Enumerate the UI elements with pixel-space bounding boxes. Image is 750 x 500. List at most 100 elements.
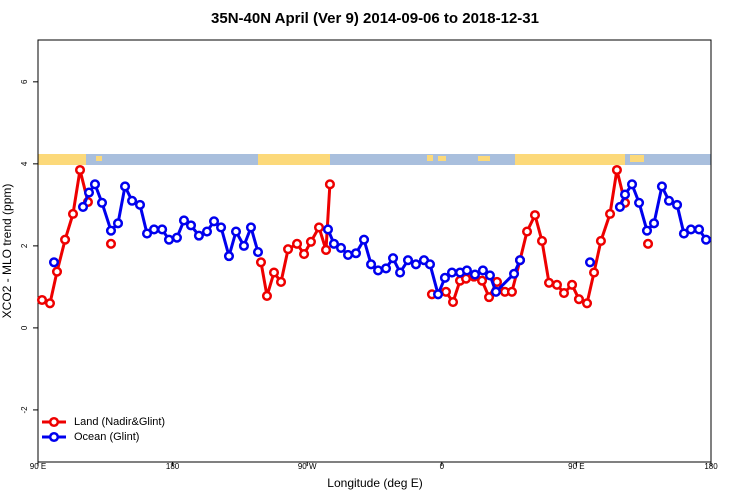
data-point <box>291 238 303 249</box>
data-point <box>558 287 570 299</box>
data-point <box>573 294 584 305</box>
data-point <box>439 272 450 283</box>
data-point <box>588 267 600 278</box>
data-point <box>127 195 138 206</box>
y-tick-label: 6 <box>20 79 29 84</box>
legend-marker <box>48 416 60 428</box>
data-point <box>178 215 190 226</box>
data-point <box>358 234 370 245</box>
data-point <box>567 279 578 290</box>
legend-label: Land (Nadir&Glint) <box>74 416 165 428</box>
data-point <box>141 228 153 239</box>
data-point <box>619 189 631 200</box>
data-point <box>201 226 213 237</box>
data-point <box>663 195 675 206</box>
data-point <box>656 181 667 192</box>
data-point <box>402 255 414 266</box>
data-point <box>238 240 249 251</box>
y-axis-label: XCO2 - MLO trend (ppm) <box>0 184 14 319</box>
data-point <box>335 242 347 253</box>
x-tick-label: 0 <box>440 462 445 471</box>
data-point <box>380 263 392 274</box>
data-point <box>366 259 377 270</box>
data-point <box>324 179 335 190</box>
data-point <box>387 253 399 264</box>
data-point <box>551 279 563 290</box>
data-point <box>223 251 235 262</box>
data-point <box>634 197 645 208</box>
data-point <box>275 276 287 288</box>
data-point <box>245 222 257 233</box>
data-point <box>410 259 421 270</box>
data-point <box>105 238 117 249</box>
data-point <box>163 234 175 245</box>
x-tick-label: 180 <box>704 462 718 471</box>
data-point <box>350 248 362 259</box>
data-point <box>484 292 495 303</box>
data-point <box>424 259 436 270</box>
data-point <box>171 232 182 243</box>
data-point <box>313 222 325 233</box>
data-point <box>447 297 459 308</box>
data-point <box>74 164 86 176</box>
data-point <box>611 164 622 176</box>
data-point <box>477 265 488 276</box>
x-tick-label: 90 W <box>298 462 317 471</box>
data-point <box>693 224 705 235</box>
chart-title: 35N-40N April (Ver 9) 2014-09-06 to 2018… <box>211 10 539 27</box>
x-tick-label: 90 E <box>30 462 46 471</box>
plot-frame <box>37 39 712 463</box>
data-point <box>440 286 452 297</box>
data-point <box>51 266 63 277</box>
data-point <box>67 208 79 219</box>
data-point <box>514 255 526 266</box>
data-point <box>157 224 168 235</box>
data-point <box>373 265 384 276</box>
data-point <box>506 286 517 297</box>
data-point <box>149 224 160 235</box>
data-point <box>529 210 541 221</box>
data-point <box>641 225 653 236</box>
data-point <box>89 179 101 190</box>
data-point <box>208 216 220 227</box>
data-point <box>252 246 264 258</box>
data-point <box>96 197 108 208</box>
data-point <box>476 275 488 286</box>
data-point <box>48 257 60 268</box>
data-point <box>595 235 606 247</box>
data-point <box>461 265 472 276</box>
y-tick-label: 2 <box>20 243 29 248</box>
data-point <box>508 268 520 279</box>
x-axis-label: Longitude (deg E) <box>327 476 422 490</box>
data-point <box>446 267 458 278</box>
y-tick-label: 4 <box>20 161 29 166</box>
data-point <box>672 199 683 210</box>
data-point <box>484 270 496 281</box>
data-point <box>648 218 660 229</box>
data-point <box>605 208 616 219</box>
x-tick-label: 90 E <box>568 462 584 471</box>
data-point <box>685 224 697 235</box>
data-point <box>299 249 310 260</box>
data-point <box>230 226 242 237</box>
legend-marker <box>48 431 60 443</box>
data-point <box>185 220 197 231</box>
data-point <box>581 298 593 309</box>
y-tick-label: 0 <box>20 325 29 330</box>
land-ocean-strip <box>38 154 711 165</box>
y-tick-label: -2 <box>20 406 29 414</box>
data-point <box>83 187 95 198</box>
data-point <box>60 234 71 245</box>
legend-label: Ocean (Glint) <box>74 431 139 443</box>
data-point <box>678 228 689 239</box>
data-point <box>119 181 131 192</box>
data-point <box>395 267 406 278</box>
data-point <box>521 226 533 237</box>
data-point <box>614 201 625 212</box>
data-point <box>268 267 280 278</box>
data-point <box>320 244 332 256</box>
data-point <box>261 290 273 301</box>
x-tick-label: 180 <box>166 462 180 471</box>
data-point <box>105 225 117 236</box>
